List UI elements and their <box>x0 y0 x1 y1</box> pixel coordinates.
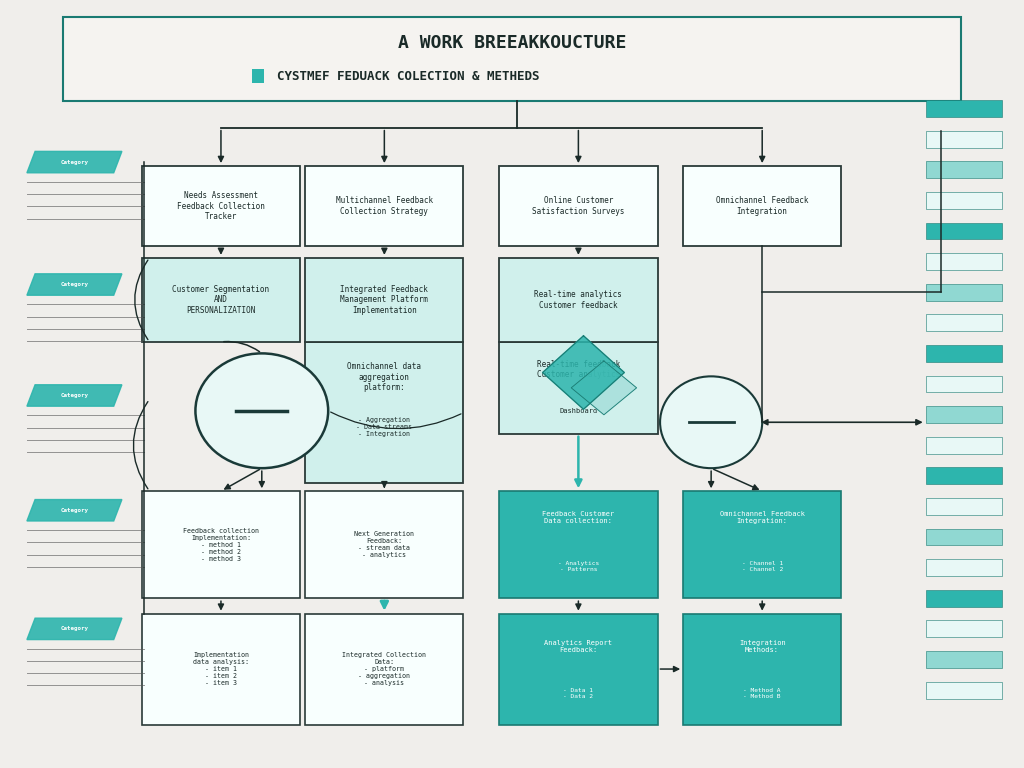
FancyBboxPatch shape <box>141 491 300 598</box>
FancyBboxPatch shape <box>141 258 300 342</box>
FancyBboxPatch shape <box>926 376 1002 392</box>
Ellipse shape <box>660 376 762 468</box>
Text: Customer Segmentation
AND
PERSONALIZATION: Customer Segmentation AND PERSONALIZATIO… <box>172 285 269 315</box>
FancyBboxPatch shape <box>305 342 464 484</box>
Text: Feedback Customer
Data collection:: Feedback Customer Data collection: <box>543 511 614 525</box>
Polygon shape <box>27 151 122 173</box>
Text: Feedback collection
Implementation:
- method 1
- method 2
- method 3: Feedback collection Implementation: - me… <box>183 528 259 561</box>
FancyBboxPatch shape <box>305 491 464 598</box>
FancyBboxPatch shape <box>926 651 1002 668</box>
FancyBboxPatch shape <box>926 131 1002 147</box>
Text: Omnichannel Feedback
Integration:: Omnichannel Feedback Integration: <box>720 511 805 525</box>
FancyBboxPatch shape <box>926 621 1002 637</box>
Text: Category: Category <box>60 282 88 287</box>
Text: Omnichannel data
aggregation
platform:: Omnichannel data aggregation platform: <box>347 362 421 392</box>
Polygon shape <box>571 361 637 415</box>
Text: - Data 1
- Data 2: - Data 1 - Data 2 <box>563 688 593 699</box>
Text: Category: Category <box>60 393 88 398</box>
Text: Omnichannel Feedback
Integration: Omnichannel Feedback Integration <box>716 197 809 216</box>
Text: Implementation
data analysis:
- item 1
- item 2
- item 3: Implementation data analysis: - item 1 -… <box>193 652 249 686</box>
FancyBboxPatch shape <box>500 166 657 247</box>
Text: Integrated Collection
Data:
- platform
- aggregation
- analysis: Integrated Collection Data: - platform -… <box>342 652 426 686</box>
FancyBboxPatch shape <box>305 258 464 342</box>
Text: Integrated Feedback
Management Platform
Implementation: Integrated Feedback Management Platform … <box>340 285 428 315</box>
Polygon shape <box>543 336 625 409</box>
FancyBboxPatch shape <box>926 590 1002 607</box>
FancyBboxPatch shape <box>500 491 657 598</box>
FancyBboxPatch shape <box>62 17 962 101</box>
Text: - Analytics
- Patterns: - Analytics - Patterns <box>558 561 599 571</box>
FancyBboxPatch shape <box>305 614 464 724</box>
FancyBboxPatch shape <box>926 345 1002 362</box>
FancyBboxPatch shape <box>683 491 842 598</box>
FancyBboxPatch shape <box>141 166 300 247</box>
FancyBboxPatch shape <box>926 314 1002 331</box>
FancyBboxPatch shape <box>500 258 657 342</box>
Text: Online Customer
Satisfaction Surveys: Online Customer Satisfaction Surveys <box>532 197 625 216</box>
Polygon shape <box>27 618 122 640</box>
FancyBboxPatch shape <box>926 223 1002 240</box>
FancyBboxPatch shape <box>926 100 1002 117</box>
FancyBboxPatch shape <box>500 614 657 724</box>
Text: Category: Category <box>60 160 88 164</box>
FancyBboxPatch shape <box>926 161 1002 178</box>
Ellipse shape <box>196 353 328 468</box>
Text: Dashboard: Dashboard <box>559 408 598 414</box>
FancyBboxPatch shape <box>252 69 264 83</box>
Polygon shape <box>27 499 122 521</box>
Text: - Method A
- Method B: - Method A - Method B <box>743 688 781 699</box>
Polygon shape <box>27 385 122 406</box>
FancyBboxPatch shape <box>305 166 464 247</box>
FancyBboxPatch shape <box>926 192 1002 209</box>
FancyBboxPatch shape <box>500 342 657 434</box>
FancyBboxPatch shape <box>683 614 842 724</box>
FancyBboxPatch shape <box>926 528 1002 545</box>
FancyBboxPatch shape <box>141 614 300 724</box>
Text: - Channel 1
- Channel 2: - Channel 1 - Channel 2 <box>741 561 782 571</box>
FancyBboxPatch shape <box>926 406 1002 423</box>
Polygon shape <box>27 274 122 295</box>
Text: Real-time feedback
Customer analytics: Real-time feedback Customer analytics <box>537 359 620 379</box>
FancyBboxPatch shape <box>926 559 1002 576</box>
Text: CYSTMEF FEDUACK COLECTION & METHEDS: CYSTMEF FEDUACK COLECTION & METHEDS <box>278 70 540 83</box>
FancyBboxPatch shape <box>926 682 1002 699</box>
Text: Real-time analytics
Customer feedback: Real-time analytics Customer feedback <box>535 290 623 310</box>
FancyBboxPatch shape <box>683 166 842 247</box>
Text: Multichannel Feedback
Collection Strategy: Multichannel Feedback Collection Strateg… <box>336 197 433 216</box>
Text: Category: Category <box>60 627 88 631</box>
FancyBboxPatch shape <box>926 437 1002 454</box>
FancyBboxPatch shape <box>926 253 1002 270</box>
Text: Needs Assessment
Feedback Collection
Tracker: Needs Assessment Feedback Collection Tra… <box>177 191 265 221</box>
FancyBboxPatch shape <box>926 498 1002 515</box>
Text: Analytics Report
Feedback:: Analytics Report Feedback: <box>545 641 612 654</box>
FancyBboxPatch shape <box>926 283 1002 300</box>
Text: Integration
Methods:: Integration Methods: <box>739 641 785 654</box>
FancyBboxPatch shape <box>926 468 1002 485</box>
Text: A WORK BREEAKKOUCTURE: A WORK BREEAKKOUCTURE <box>397 35 627 52</box>
Text: Category: Category <box>60 508 88 513</box>
Text: - Aggregation
- Data streams
- Integration: - Aggregation - Data streams - Integrati… <box>356 417 413 437</box>
Text: Next Generation
Feedback:
- stream data
- analytics: Next Generation Feedback: - stream data … <box>354 531 415 558</box>
